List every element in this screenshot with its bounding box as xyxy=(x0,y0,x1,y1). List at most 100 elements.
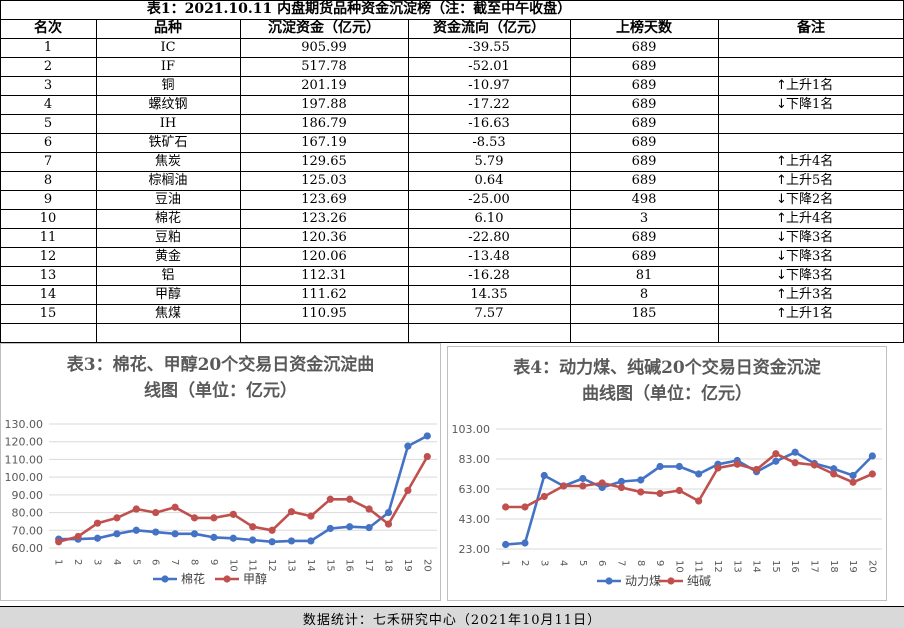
x-tick-label: 14 xyxy=(751,560,762,573)
data-point xyxy=(656,490,663,497)
header-col-rank: 名次 xyxy=(0,19,96,38)
y-tick-label: 63.00 xyxy=(459,483,491,496)
arrow-down-icon: ↓ xyxy=(776,247,786,266)
y-tick-label: 23.00 xyxy=(459,543,491,556)
y-tick-label: 100.00 xyxy=(5,471,44,484)
data-point xyxy=(366,505,373,512)
cell-fund: 129.65 xyxy=(240,152,408,171)
data-point xyxy=(288,508,295,515)
x-tick-label: 1 xyxy=(53,559,64,565)
data-point xyxy=(346,496,353,503)
cell-name: IF xyxy=(96,57,240,76)
cell-fund: 186.79 xyxy=(240,114,408,133)
data-point xyxy=(579,482,586,489)
x-tick-label: 9 xyxy=(208,559,219,565)
data-point xyxy=(404,443,411,450)
data-point xyxy=(113,530,120,537)
cell-rank: 14 xyxy=(0,285,96,304)
y-tick-label: 43.00 xyxy=(459,513,491,526)
cell-rank: 7 xyxy=(0,152,96,171)
data-point xyxy=(269,538,276,545)
cell-days: 81 xyxy=(570,266,718,285)
data-point xyxy=(191,514,198,521)
x-tick-label: 18 xyxy=(828,560,839,573)
cell-rank: 3 xyxy=(0,76,96,95)
x-tick-label: 16 xyxy=(344,559,355,572)
data-point xyxy=(830,470,837,477)
data-point xyxy=(55,538,62,545)
cell-fund: 111.62 xyxy=(240,285,408,304)
cell-note: ↓下降3名 xyxy=(776,228,833,247)
row-divider xyxy=(0,304,904,305)
data-point xyxy=(676,463,683,470)
cell-flow: -25.00 xyxy=(408,190,570,209)
data-point xyxy=(133,505,140,512)
legend-swatch-marker xyxy=(605,577,612,584)
cell-name: 甲醇 xyxy=(96,285,240,304)
data-point xyxy=(385,509,392,516)
cell-name: 螺纹钢 xyxy=(96,95,240,114)
note-text: 上升4名 xyxy=(786,154,833,169)
x-tick-label: 1 xyxy=(500,560,511,566)
note-text: 下降3名 xyxy=(786,249,833,264)
cell-rank: 2 xyxy=(0,57,96,76)
row-divider xyxy=(0,323,904,324)
arrow-down-icon: ↓ xyxy=(776,95,786,114)
data-point xyxy=(172,530,179,537)
data-point xyxy=(599,479,606,486)
cell-note: ↑上升1名 xyxy=(776,76,833,95)
row-divider xyxy=(0,19,904,20)
y-tick-label: 110.00 xyxy=(5,453,44,466)
column-divider xyxy=(718,19,719,342)
cell-fund: 905.99 xyxy=(240,38,408,57)
cell-days: 689 xyxy=(570,171,718,190)
data-point xyxy=(869,452,876,459)
cell-fund: 123.69 xyxy=(240,190,408,209)
cell-name: 棉花 xyxy=(96,209,240,228)
chart-plot-area: 60.0070.0080.0090.00100.00110.00120.0013… xyxy=(1,344,442,602)
data-point xyxy=(307,513,314,520)
data-point xyxy=(288,537,295,544)
cell-flow: -13.48 xyxy=(408,247,570,266)
row-divider xyxy=(0,247,904,248)
data-point xyxy=(734,461,741,468)
cell-name: IH xyxy=(96,114,240,133)
data-point xyxy=(346,523,353,530)
arrow-up-icon: ↑ xyxy=(776,285,786,304)
note-text: 下降3名 xyxy=(786,268,833,283)
cell-fund: 167.19 xyxy=(240,133,408,152)
x-tick-label: 10 xyxy=(673,560,684,573)
fund-ranking-table: 表1：2021.10.11 内盘期货品种资金沉淀榜（注：截至中午收盘） 名次 品种… xyxy=(0,0,904,342)
data-point xyxy=(521,503,528,510)
cell-flow: -16.28 xyxy=(408,266,570,285)
header-col-name: 品种 xyxy=(96,19,240,38)
cell-flow: 6.10 xyxy=(408,209,570,228)
row-divider xyxy=(0,57,904,58)
cell-days: 689 xyxy=(570,76,718,95)
cell-flow: -22.80 xyxy=(408,228,570,247)
data-point xyxy=(637,488,644,495)
y-tick-label: 60.00 xyxy=(12,542,44,555)
data-point xyxy=(676,487,683,494)
cell-rank: 13 xyxy=(0,266,96,285)
row-divider xyxy=(0,76,904,77)
cell-fund: 197.88 xyxy=(240,95,408,114)
x-tick-label: 13 xyxy=(286,559,297,572)
cell-note: ↓下降3名 xyxy=(776,247,833,266)
cell-fund: 110.95 xyxy=(240,304,408,323)
cell-name: 豆油 xyxy=(96,190,240,209)
data-point xyxy=(869,470,876,477)
arrow-down-icon: ↓ xyxy=(776,228,786,247)
x-tick-label: 20 xyxy=(866,560,877,573)
cell-fund: 125.03 xyxy=(240,171,408,190)
row-divider xyxy=(0,95,904,96)
cell-flow: -8.53 xyxy=(408,133,570,152)
data-point xyxy=(753,466,760,473)
cell-note: ↑上升1名 xyxy=(776,304,833,323)
x-tick-label: 5 xyxy=(130,559,141,565)
data-point xyxy=(521,539,528,546)
cell-fund: 120.06 xyxy=(240,247,408,266)
x-tick-label: 8 xyxy=(189,559,200,565)
x-tick-label: 6 xyxy=(150,559,161,565)
arrow-up-icon: ↑ xyxy=(776,76,786,95)
